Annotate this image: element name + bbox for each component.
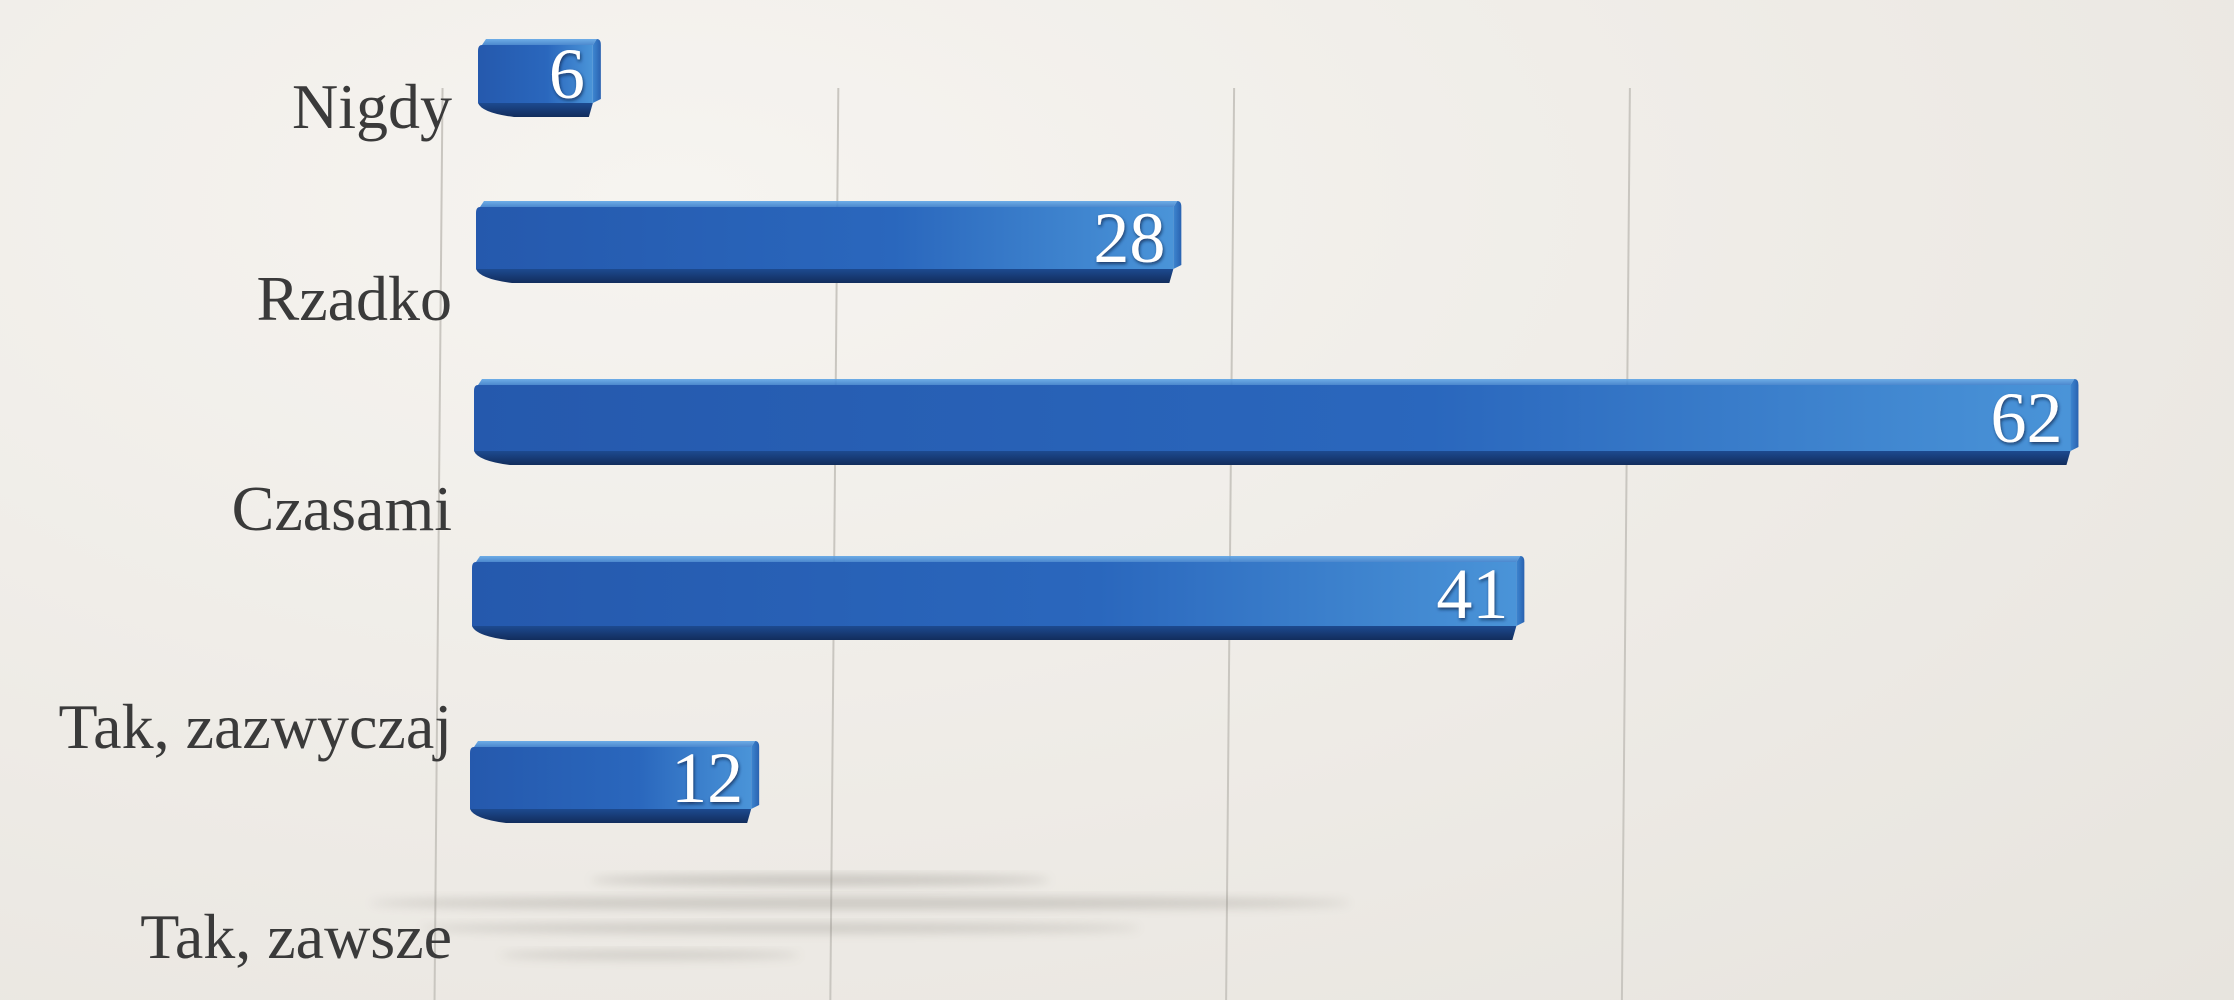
bar-front-face <box>474 385 2071 451</box>
bar-top-face <box>478 379 2075 385</box>
gridline <box>1225 87 1236 1000</box>
bar-bottom-face <box>478 103 593 117</box>
category-label: Tak, zazwyczaj <box>59 691 452 762</box>
bar-front-face <box>476 207 1174 269</box>
category-label: Czasami <box>232 473 452 544</box>
bar-shadow <box>590 875 1050 885</box>
bar-end-cap <box>1173 201 1182 269</box>
bar-end-cap <box>592 39 601 103</box>
bar-shadow <box>500 950 800 960</box>
bar-bottom-face <box>474 451 2071 465</box>
bar-5: 12 <box>470 738 760 823</box>
bar-end-cap <box>2070 379 2079 451</box>
category-label: Nigdy <box>292 71 452 142</box>
bars: 6 28 62 41 12 <box>470 34 2079 823</box>
bar-end-cap <box>751 741 760 809</box>
bar-top-face <box>476 556 1521 562</box>
bar-top-face <box>480 201 1178 207</box>
gridline <box>433 87 444 1000</box>
bar-bottom-face <box>476 269 1174 283</box>
bar-3: 62 <box>474 378 2079 465</box>
bar-1: 6 <box>478 34 601 117</box>
bar-bottom-face <box>470 809 752 823</box>
bar-2: 28 <box>476 198 1182 283</box>
bar-top-face <box>482 39 597 45</box>
bar-front-face <box>472 562 1517 626</box>
bar-front-face <box>470 747 752 809</box>
bar-front-face <box>478 45 593 103</box>
value-label: 6 <box>549 34 585 114</box>
bar-bottom-face <box>472 626 1517 640</box>
category-labels: Nigdy Rzadko Czasami Tak, zazwyczaj Tak, zaw… <box>59 71 452 972</box>
bar-shadows <box>370 875 1350 960</box>
bar-4: 41 <box>472 554 1525 640</box>
bar-end-cap <box>1516 556 1525 626</box>
value-label: 62 <box>1990 378 2062 458</box>
value-label: 12 <box>671 738 743 818</box>
category-label: Tak, zawsze <box>140 901 452 972</box>
bar-top-face <box>474 741 756 747</box>
bar-shadow <box>420 923 1140 933</box>
gridline <box>1620 87 1631 1000</box>
value-label: 28 <box>1093 198 1165 278</box>
bar-shadow <box>370 897 1350 909</box>
category-label: Rzadko <box>257 263 453 334</box>
value-label: 41 <box>1436 554 1508 634</box>
